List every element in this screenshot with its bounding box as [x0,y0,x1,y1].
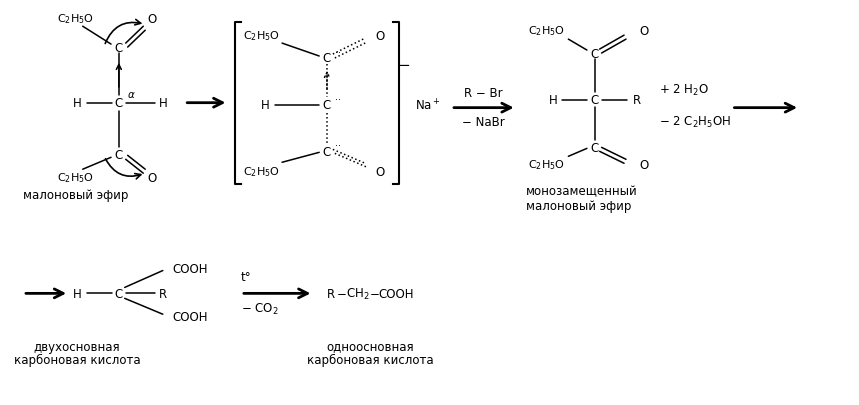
Text: H: H [72,97,82,110]
Text: малоновый эфир: малоновый эфир [23,188,129,201]
Text: H: H [72,287,82,300]
Text: C$_2$H$_5$O: C$_2$H$_5$O [58,12,94,26]
Text: монозамещенный: монозамещенный [527,185,638,198]
Text: −: − [337,287,347,300]
Text: R: R [327,287,335,300]
Text: R: R [633,94,641,107]
Text: ··: ·· [335,48,341,58]
Text: R: R [159,287,167,300]
Text: − CO$_2$: − CO$_2$ [241,301,278,316]
Text: H: H [158,97,168,110]
Text: Na$^+$: Na$^+$ [415,98,441,113]
Text: O: O [639,25,649,38]
Text: одноосновная: одноосновная [326,340,414,353]
Text: C$_2$H$_5$O: C$_2$H$_5$O [243,29,280,43]
Text: −: − [370,287,380,300]
Text: двухосновная: двухосновная [34,340,120,353]
Text: t°: t° [241,270,252,283]
Text: O: O [148,171,156,184]
Text: карбоновая кислота: карбоновая кислота [307,354,433,367]
Text: C$_2$H$_5$O: C$_2$H$_5$O [528,24,565,38]
Text: O: O [375,30,384,43]
Text: C: C [323,99,331,112]
Text: карбоновая кислота: карбоновая кислота [14,354,140,367]
Text: C$_2$H$_5$O: C$_2$H$_5$O [528,158,565,172]
Text: H: H [549,94,558,107]
Text: C: C [115,287,123,300]
Text: − NaBr: − NaBr [462,116,505,129]
Text: C: C [591,47,599,60]
Text: ··: ·· [335,94,341,104]
Text: − 2 C$_2$H$_5$OH: − 2 C$_2$H$_5$OH [659,115,731,130]
Text: ··: ·· [335,141,341,151]
Text: C: C [591,141,599,154]
Text: O: O [639,158,649,171]
Text: α: α [128,90,135,100]
Text: COOH: COOH [379,287,414,300]
Text: CH$_2$: CH$_2$ [345,286,369,301]
Text: −: − [398,58,411,73]
Text: C: C [323,52,331,65]
Text: COOH: COOH [173,310,208,323]
Text: C: C [591,94,599,107]
Text: H: H [261,99,270,112]
Text: COOH: COOH [173,262,208,275]
Text: C: C [115,97,123,110]
Text: O: O [375,165,384,178]
Text: C$_2$H$_5$O: C$_2$H$_5$O [243,165,280,179]
Text: C: C [115,41,123,54]
Text: + 2 H$_2$O: + 2 H$_2$O [659,83,710,98]
Text: малоновый эфир: малоновый эфир [527,200,631,213]
Text: C: C [115,149,123,162]
Text: C$_2$H$_5$O: C$_2$H$_5$O [58,171,94,185]
Text: R − Br: R − Br [464,87,503,100]
Text: O: O [148,13,156,26]
Text: C: C [323,145,331,158]
